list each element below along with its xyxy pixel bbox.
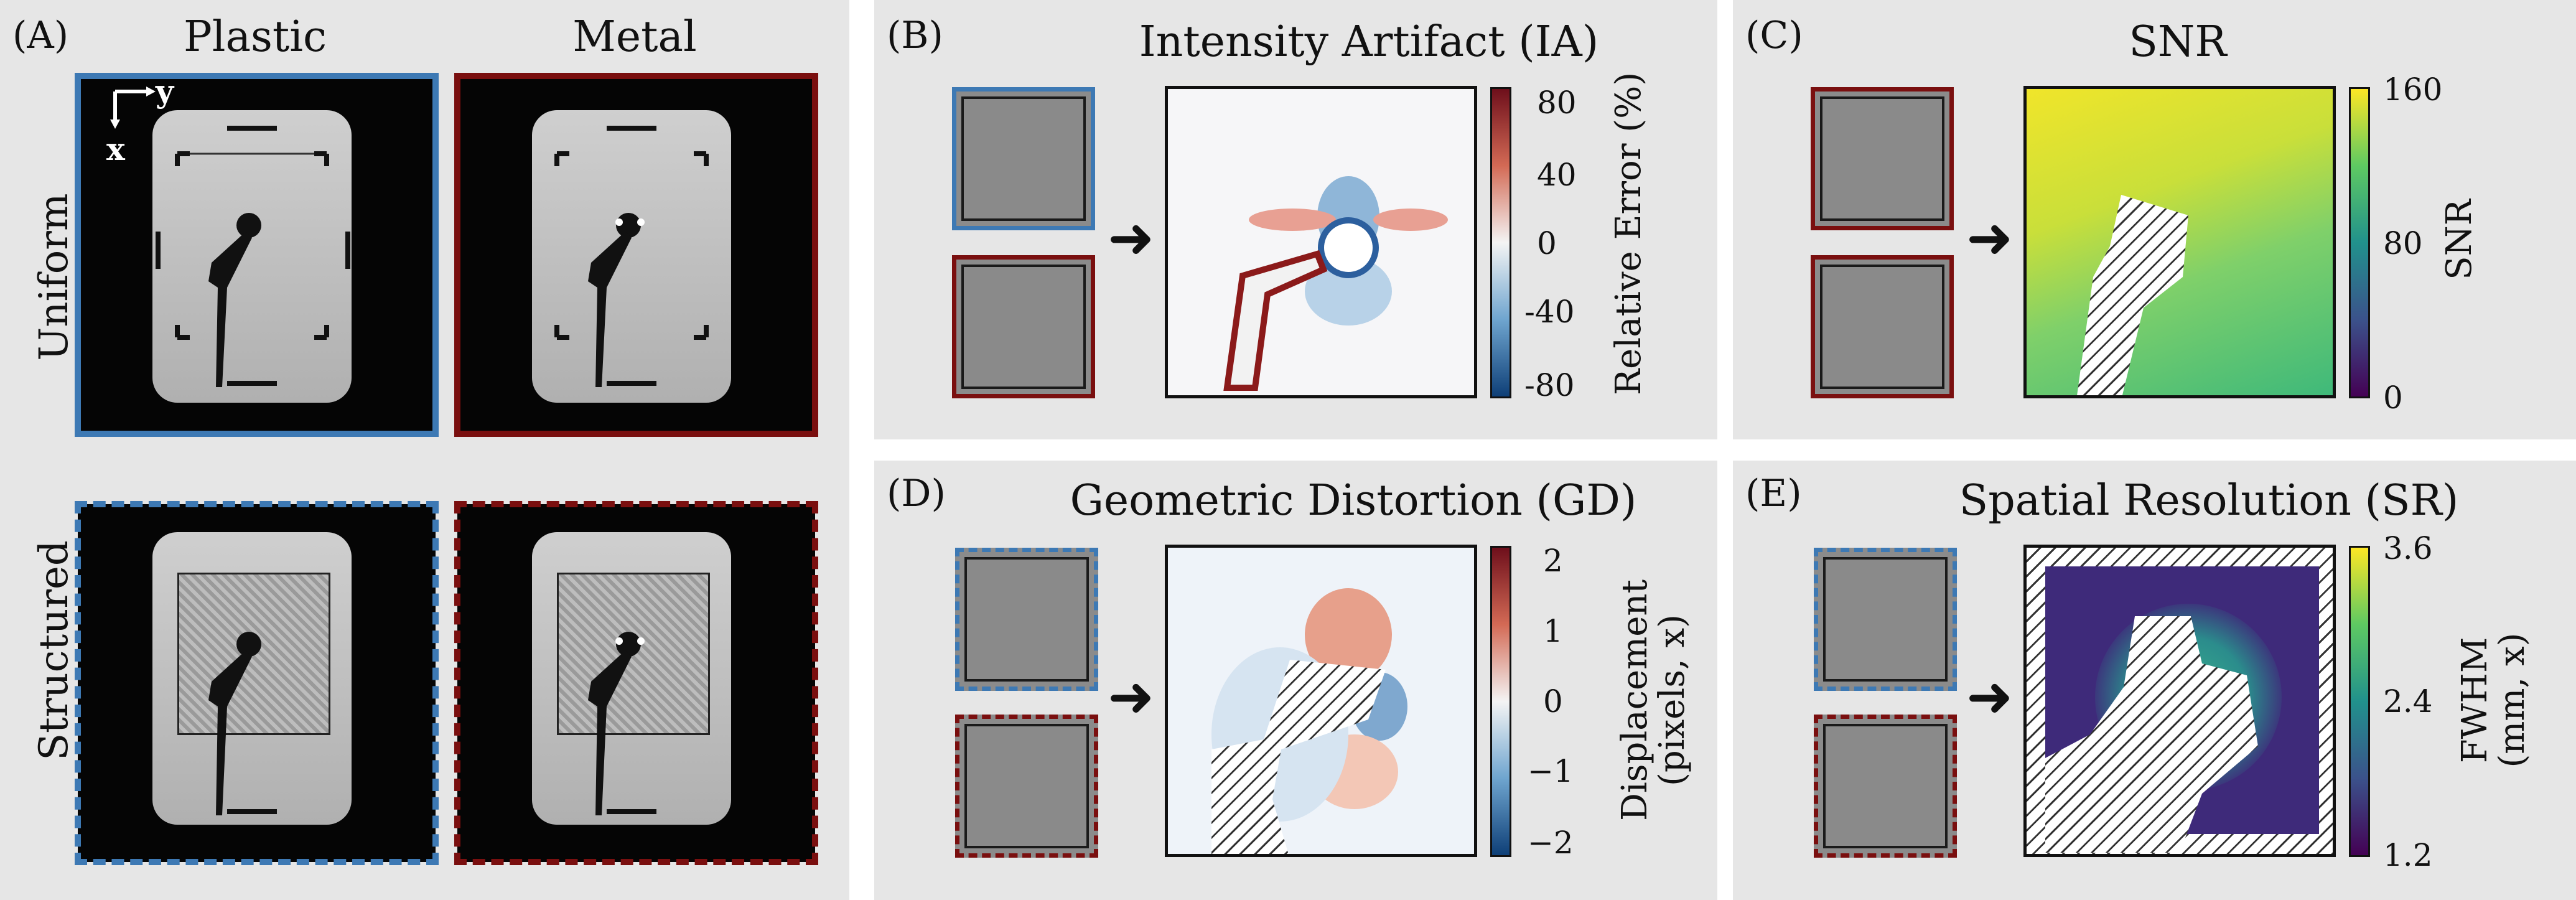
- arrow-icon: ➜: [1108, 205, 1155, 271]
- thumbnail-structured-plastic-e: [1814, 548, 1957, 691]
- arrow-icon: ➜: [1966, 664, 2014, 729]
- colorbar-label-d-line2: (pixels, x): [1652, 614, 1692, 787]
- tick-c-0: 160: [2383, 72, 2443, 108]
- axis-label-x: x: [106, 131, 125, 167]
- intensity-artifact-map: [1165, 86, 1477, 398]
- thumbnail-uniform-metal: [952, 255, 1095, 398]
- panel-b-title: Intensity Artifact (IA): [1139, 17, 1599, 67]
- tick-b-2: 0: [1537, 225, 1557, 261]
- thumbnail-structured-metal: [955, 715, 1098, 858]
- colorbar-label-e-line2: (mm, x): [2492, 632, 2532, 768]
- thumbnail-metal-1: [1811, 87, 1954, 230]
- thumbnail-uniform-plastic: [952, 87, 1095, 230]
- tick-b-4: -80: [1524, 367, 1575, 403]
- geometric-distortion-map: [1165, 545, 1477, 857]
- tick-d-2: 0: [1543, 683, 1563, 720]
- row-label-uniform: Uniform: [31, 193, 77, 361]
- image-structured-metal: [457, 504, 815, 862]
- arrow-icon: ➜: [1966, 205, 2014, 271]
- tick-b-1: 40: [1537, 157, 1577, 193]
- tick-e-2: 1.2: [2383, 837, 2433, 873]
- frame-structured-plastic: [75, 501, 439, 865]
- panel-d-label: (D): [887, 472, 946, 515]
- panel-e-title: Spatial Resolution (SR): [1959, 476, 2459, 525]
- tick-d-1: 1: [1543, 613, 1563, 649]
- frame-uniform-metal: [454, 73, 818, 437]
- column-title-plastic: Plastic: [183, 12, 327, 62]
- tick-e-1: 2.4: [2383, 683, 2433, 720]
- colorbar-relative-error: [1490, 87, 1511, 398]
- panel-c-label: (C): [1745, 14, 1803, 57]
- axis-label-y: y: [156, 76, 174, 110]
- tick-c-1: 80: [2383, 225, 2423, 261]
- colorbar-snr: [2349, 87, 2370, 398]
- frame-uniform-plastic: [75, 73, 439, 437]
- tick-b-3: -40: [1524, 294, 1575, 330]
- tick-b-0: 80: [1537, 85, 1577, 121]
- tick-d-4: −2: [1528, 825, 1574, 861]
- colorbar-label-c: SNR: [2439, 199, 2480, 280]
- image-uniform-metal: [457, 76, 815, 434]
- thumbnail-structured-metal-e: [1814, 715, 1957, 858]
- image-uniform-plastic: y x: [78, 76, 436, 434]
- panel-c-title: SNR: [2129, 17, 2227, 67]
- thumbnail-metal-2: [1811, 255, 1954, 398]
- panel-d-title: Geometric Distortion (GD): [1070, 476, 1637, 525]
- spatial-resolution-map: [2023, 545, 2336, 857]
- tick-e-0: 3.6: [2383, 530, 2433, 566]
- thumbnail-structured-plastic: [955, 548, 1098, 691]
- tick-d-3: −1: [1528, 753, 1574, 789]
- image-structured-plastic: [78, 504, 436, 862]
- arrow-icon: ➜: [1108, 664, 1155, 729]
- snr-map: [2023, 86, 2336, 398]
- panel-e-label: (E): [1745, 472, 1802, 515]
- frame-structured-metal: [454, 501, 818, 865]
- colorbar-fwhm: [2349, 546, 2370, 857]
- colorbar-displacement: [1490, 546, 1511, 857]
- tick-c-2: 0: [2383, 380, 2403, 416]
- row-label-structured: Structured: [31, 540, 77, 761]
- column-title-metal: Metal: [572, 12, 697, 62]
- panel-a-label: (A): [12, 14, 69, 57]
- panel-b-label: (B): [887, 14, 943, 57]
- colorbar-label-b: Relative Error (%): [1608, 72, 1649, 395]
- tick-d-0: 2: [1543, 543, 1563, 579]
